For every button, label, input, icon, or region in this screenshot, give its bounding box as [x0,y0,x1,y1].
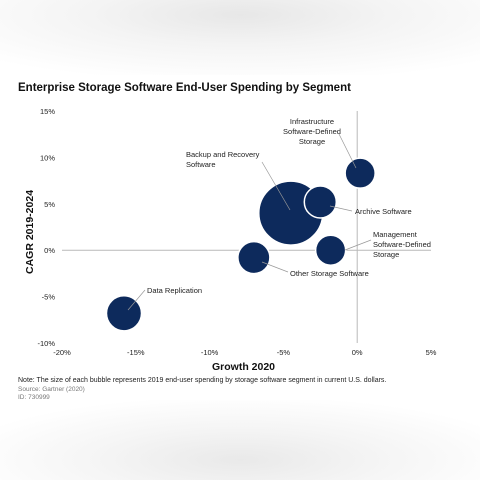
x-tick-label: -10% [201,348,219,357]
bubble-label: Software-Defined [283,127,341,136]
y-tick-label: 0% [44,246,55,255]
bubble-label: Other Storage Software [290,269,369,278]
bubble-label: Management [373,230,418,239]
bubble-label: Software-Defined [373,240,431,249]
bubble-label: Archive Software [355,207,412,216]
leader-line [261,161,291,211]
bubble-label: Data Replication [147,286,202,295]
x-tick-label: -20% [53,348,71,357]
x-tick-label: 5% [426,348,437,357]
bubble [344,157,376,189]
background-blur-top [0,0,480,75]
bubble-label: Backup and Recovery [186,150,260,159]
y-tick-label: -10% [37,339,55,348]
x-tick-label: 0% [352,348,363,357]
leader-line [127,289,146,311]
bubble-label: Software [186,160,216,169]
y-tick-label: 15% [40,107,55,116]
bubble-label: Infrastructure [290,117,334,126]
x-axis-title: Growth 2020 [212,361,275,373]
bubble [303,185,338,219]
x-tick-label: -5% [277,348,291,357]
bubble [314,234,347,266]
bubble-label: Storage [373,250,399,259]
bubble-label: Storage [299,137,325,146]
y-tick-label: 10% [40,153,55,162]
leader-line [338,133,357,169]
leader-line [329,205,353,212]
bubble [237,240,271,275]
document-id: ID: 730999 [18,394,50,401]
chart-title: Enterprise Storage Software End-User Spe… [18,82,351,94]
leader-line [344,239,372,251]
y-tick-label: 5% [44,200,55,209]
y-tick-label: -5% [42,293,56,302]
y-axis-title: CAGR 2019-2024 [24,190,36,274]
chart-source: Source: Gartner (2020) [18,386,85,393]
x-tick-label: -15% [127,348,145,357]
leader-line [261,261,289,273]
bubble [105,295,143,332]
background-blur-bottom [0,400,480,480]
chart-note: Note: The size of each bubble represents… [18,377,387,384]
